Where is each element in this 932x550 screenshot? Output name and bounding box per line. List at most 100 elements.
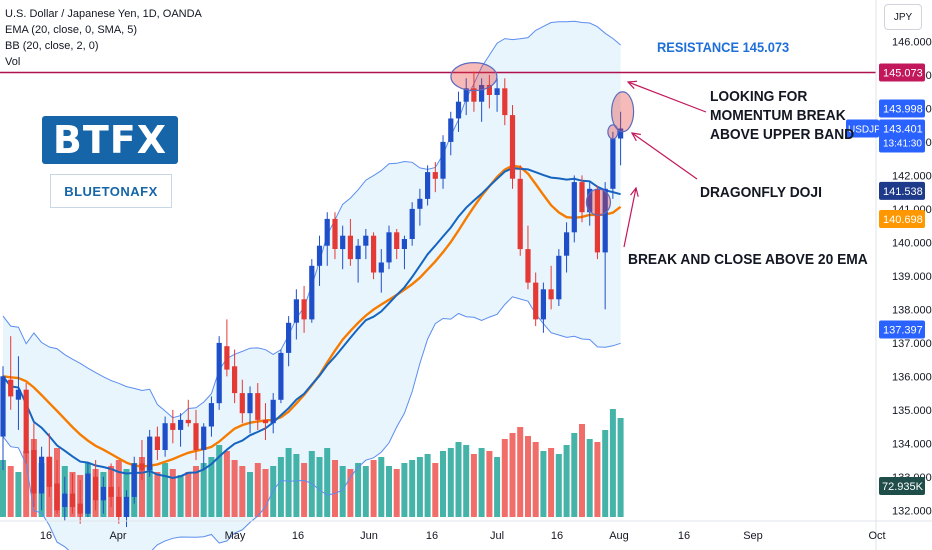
volume-bar xyxy=(378,457,385,517)
candle-body xyxy=(610,138,616,189)
time-tick-label: 16 xyxy=(551,530,563,542)
bb-lower-line xyxy=(2,296,621,550)
btfx-logo: BTFX BLUETONAFX xyxy=(40,116,180,212)
doji-highlight xyxy=(607,124,619,140)
candle-body xyxy=(286,322,292,353)
candle-body xyxy=(293,299,299,323)
volume-bar xyxy=(154,472,161,517)
volume-bar xyxy=(432,463,439,517)
candle-body xyxy=(154,436,160,450)
arrow-ema-break xyxy=(623,186,639,248)
currency-selector[interactable]: JPY xyxy=(884,4,922,30)
candle xyxy=(378,249,384,293)
candle-body xyxy=(85,473,91,514)
label-bb-upper: 143.998 xyxy=(879,99,925,118)
candle-body xyxy=(270,399,276,424)
candle xyxy=(340,225,346,270)
volume-bar xyxy=(602,430,609,517)
time-tick-label: 16 xyxy=(426,530,438,542)
candle-body xyxy=(278,352,284,400)
candle-body xyxy=(232,366,238,394)
candle-body xyxy=(363,235,369,246)
candle-body xyxy=(455,101,462,119)
momentum-highlight xyxy=(610,91,635,133)
candle xyxy=(0,366,6,471)
candle xyxy=(432,162,438,193)
candle xyxy=(293,289,299,340)
volume-bar xyxy=(0,460,6,517)
volume-bar xyxy=(563,445,570,517)
volume-bar xyxy=(532,442,539,517)
volume-bar xyxy=(509,433,516,517)
candle xyxy=(131,456,137,504)
candle xyxy=(8,336,14,410)
candle xyxy=(23,383,29,464)
candle xyxy=(455,91,462,132)
candle-body xyxy=(247,393,253,414)
time-axis[interactable]: 16 Apr May 16 Jun 16 Jul 16 Aug 16 Sep Oct xyxy=(0,520,932,542)
candle-body xyxy=(0,376,6,437)
candle xyxy=(278,349,284,404)
svg-text:143.998: 143.998 xyxy=(883,103,923,115)
price-tick-label: 140.000 xyxy=(892,237,932,249)
time-tick-label: Oct xyxy=(868,530,885,542)
logo-top: BTFX xyxy=(42,116,178,164)
candle-body xyxy=(116,496,122,517)
candle-body xyxy=(216,342,222,404)
price-tick-label: 139.000 xyxy=(892,271,932,283)
time-tick-label: 16 xyxy=(40,530,52,542)
time-tick-label: Apr xyxy=(109,530,126,542)
candle-body xyxy=(77,503,83,514)
candle-body xyxy=(618,128,624,139)
candle xyxy=(247,386,253,434)
candle xyxy=(309,259,315,323)
candle-body xyxy=(262,419,269,424)
candle xyxy=(62,476,68,521)
volume-bar xyxy=(548,448,555,517)
volume-bar xyxy=(324,448,331,517)
candle xyxy=(463,78,469,116)
candle xyxy=(347,218,353,266)
candle xyxy=(39,446,45,511)
volume-bar xyxy=(579,424,585,517)
candle-body xyxy=(147,436,153,471)
candle xyxy=(479,78,485,122)
volume-bar xyxy=(169,469,176,517)
candle-body xyxy=(31,450,37,494)
candle-body xyxy=(162,423,168,450)
legend-symbol: U.S. Dollar / Japanese Yen, 1D, OANDA xyxy=(5,8,202,20)
volume-bar xyxy=(193,466,199,517)
candle xyxy=(270,393,276,434)
candle xyxy=(208,396,214,437)
volume-bar xyxy=(185,472,192,517)
label-ema: 140.698 xyxy=(879,210,925,229)
candle xyxy=(301,285,307,333)
volume-bar xyxy=(409,460,416,517)
svg-text:140.698: 140.698 xyxy=(883,214,923,226)
candle-body xyxy=(509,115,516,179)
volume-bar xyxy=(447,448,454,517)
annotation-ema-break: BREAK AND CLOSE ABOVE 20 EMA xyxy=(628,251,868,268)
volume-bar xyxy=(208,457,215,517)
candle xyxy=(77,480,83,524)
candle-body xyxy=(371,235,377,273)
candle xyxy=(332,212,338,260)
volume-bar xyxy=(571,433,578,517)
volume-bar xyxy=(470,454,477,517)
volume-bar xyxy=(316,457,323,517)
candle xyxy=(533,272,539,327)
time-tick-label: Aug xyxy=(609,530,629,542)
candle xyxy=(216,336,222,410)
candle xyxy=(486,74,492,109)
annotation-resistance: RESISTANCE 145.073 xyxy=(657,39,790,55)
candle xyxy=(417,188,423,226)
candle xyxy=(502,78,508,126)
price-tick-label: 132.000 xyxy=(892,505,932,517)
candle-body xyxy=(425,172,431,199)
volume-bar xyxy=(540,451,547,517)
candle-body xyxy=(69,493,76,507)
volume-bar xyxy=(7,466,14,517)
volume-bar xyxy=(347,469,354,517)
candle xyxy=(85,463,91,517)
